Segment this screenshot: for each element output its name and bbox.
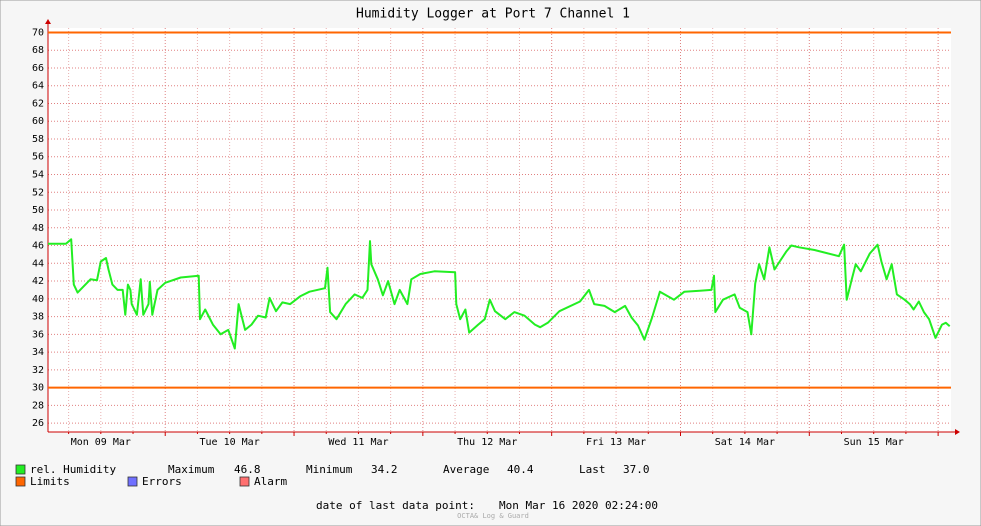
y-tick-label: 50 (32, 205, 44, 216)
stat-label: Last (579, 463, 606, 476)
stat-value: 34.2 (371, 463, 398, 476)
y-tick-label: 26 (32, 418, 44, 429)
footer-label: date of last data point: (316, 499, 475, 512)
x-tick-label: Wed 11 Mar (328, 437, 388, 448)
y-tick-label: 44 (32, 258, 44, 269)
y-tick-label: 64 (32, 81, 44, 92)
y-tick-label: 68 (32, 45, 44, 56)
series-line (48, 238, 951, 350)
chart-title: Humidity Logger at Port 7 Channel 1 (356, 7, 630, 22)
legend-swatch (127, 476, 138, 487)
legend-label: Limits (30, 475, 70, 488)
y-tick-label: 40 (32, 294, 44, 305)
y-tick-label: 52 (32, 187, 44, 198)
legend-label: Alarm (254, 475, 287, 488)
x-tick-label: Tue 10 Mar (200, 437, 260, 448)
x-tick-label: Fri 13 Mar (586, 437, 646, 448)
y-tick-label: 38 (32, 312, 44, 323)
y-tick-label: 54 (32, 170, 44, 181)
y-tick-label: 30 (32, 383, 44, 394)
y-tick-label: 56 (32, 152, 44, 163)
y-tick-label: 60 (32, 116, 44, 127)
y-tick-label: 58 (32, 134, 44, 145)
x-tick-label: Mon 09 Mar (71, 437, 131, 448)
footer-date: Mon Mar 16 2020 02:24:00 (499, 499, 658, 512)
legend-swatch (15, 464, 26, 475)
y-tick-label: 28 (32, 400, 44, 411)
y-tick-label: 36 (32, 329, 44, 340)
legend-label: rel. Humidity (30, 463, 116, 476)
y-tick-label: 62 (32, 98, 44, 109)
stat-value: 40.4 (507, 463, 534, 476)
y-tick-label: 66 (32, 63, 44, 74)
legend-label: Errors (142, 475, 182, 488)
y-tick-label: 48 (32, 223, 44, 234)
stat-value: 46.8 (234, 463, 261, 476)
y-tick-label: 42 (32, 276, 44, 287)
plot-area (48, 28, 951, 432)
stat-value: 37.0 (623, 463, 650, 476)
stat-label: Maximum (168, 463, 215, 476)
x-tick-label: Thu 12 Mar (457, 437, 517, 448)
x-axis-arrow (955, 429, 960, 435)
x-tick-label: Sun 15 Mar (844, 437, 904, 448)
legend-swatch (239, 476, 250, 487)
y-tick-label: 46 (32, 241, 44, 252)
y-tick-label: 34 (32, 347, 44, 358)
y-tick-label: 32 (32, 365, 44, 376)
y-tick-label: 70 (32, 27, 44, 38)
watermark: OCTA& Log & Guard (457, 512, 529, 520)
stat-label: Minimum (306, 463, 353, 476)
legend-swatch (15, 476, 26, 487)
stat-label: Average (443, 463, 489, 476)
x-tick-label: Sat 14 Mar (715, 437, 775, 448)
y-axis-arrow (45, 19, 51, 24)
